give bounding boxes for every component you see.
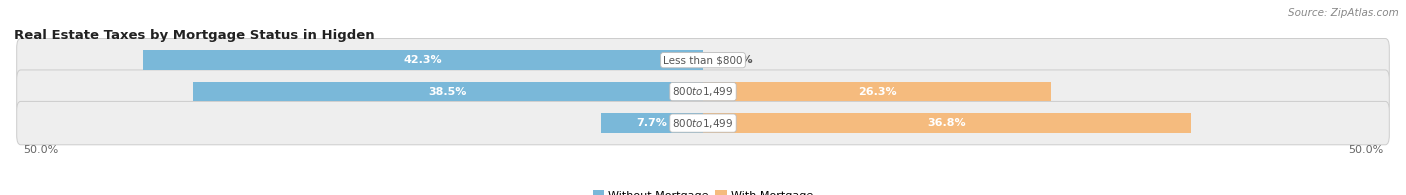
Text: 38.5%: 38.5% xyxy=(429,87,467,97)
Legend: Without Mortgage, With Mortgage: Without Mortgage, With Mortgage xyxy=(588,186,818,195)
FancyBboxPatch shape xyxy=(17,38,1389,82)
FancyBboxPatch shape xyxy=(17,101,1389,145)
Text: 36.8%: 36.8% xyxy=(928,118,966,128)
Bar xyxy=(600,113,703,133)
Text: 7.7%: 7.7% xyxy=(637,118,668,128)
Text: Source: ZipAtlas.com: Source: ZipAtlas.com xyxy=(1288,8,1399,18)
Bar xyxy=(703,113,1191,133)
Text: $800 to $1,499: $800 to $1,499 xyxy=(672,117,734,130)
Text: Real Estate Taxes by Mortgage Status in Higden: Real Estate Taxes by Mortgage Status in … xyxy=(14,29,374,42)
Text: Less than $800: Less than $800 xyxy=(664,55,742,65)
Text: $800 to $1,499: $800 to $1,499 xyxy=(672,85,734,98)
Text: 26.3%: 26.3% xyxy=(858,87,897,97)
Text: 42.3%: 42.3% xyxy=(404,55,441,65)
Bar xyxy=(142,51,703,70)
FancyBboxPatch shape xyxy=(17,70,1389,113)
Text: 0.0%: 0.0% xyxy=(723,55,754,65)
Bar xyxy=(193,82,703,101)
Bar xyxy=(703,82,1052,101)
